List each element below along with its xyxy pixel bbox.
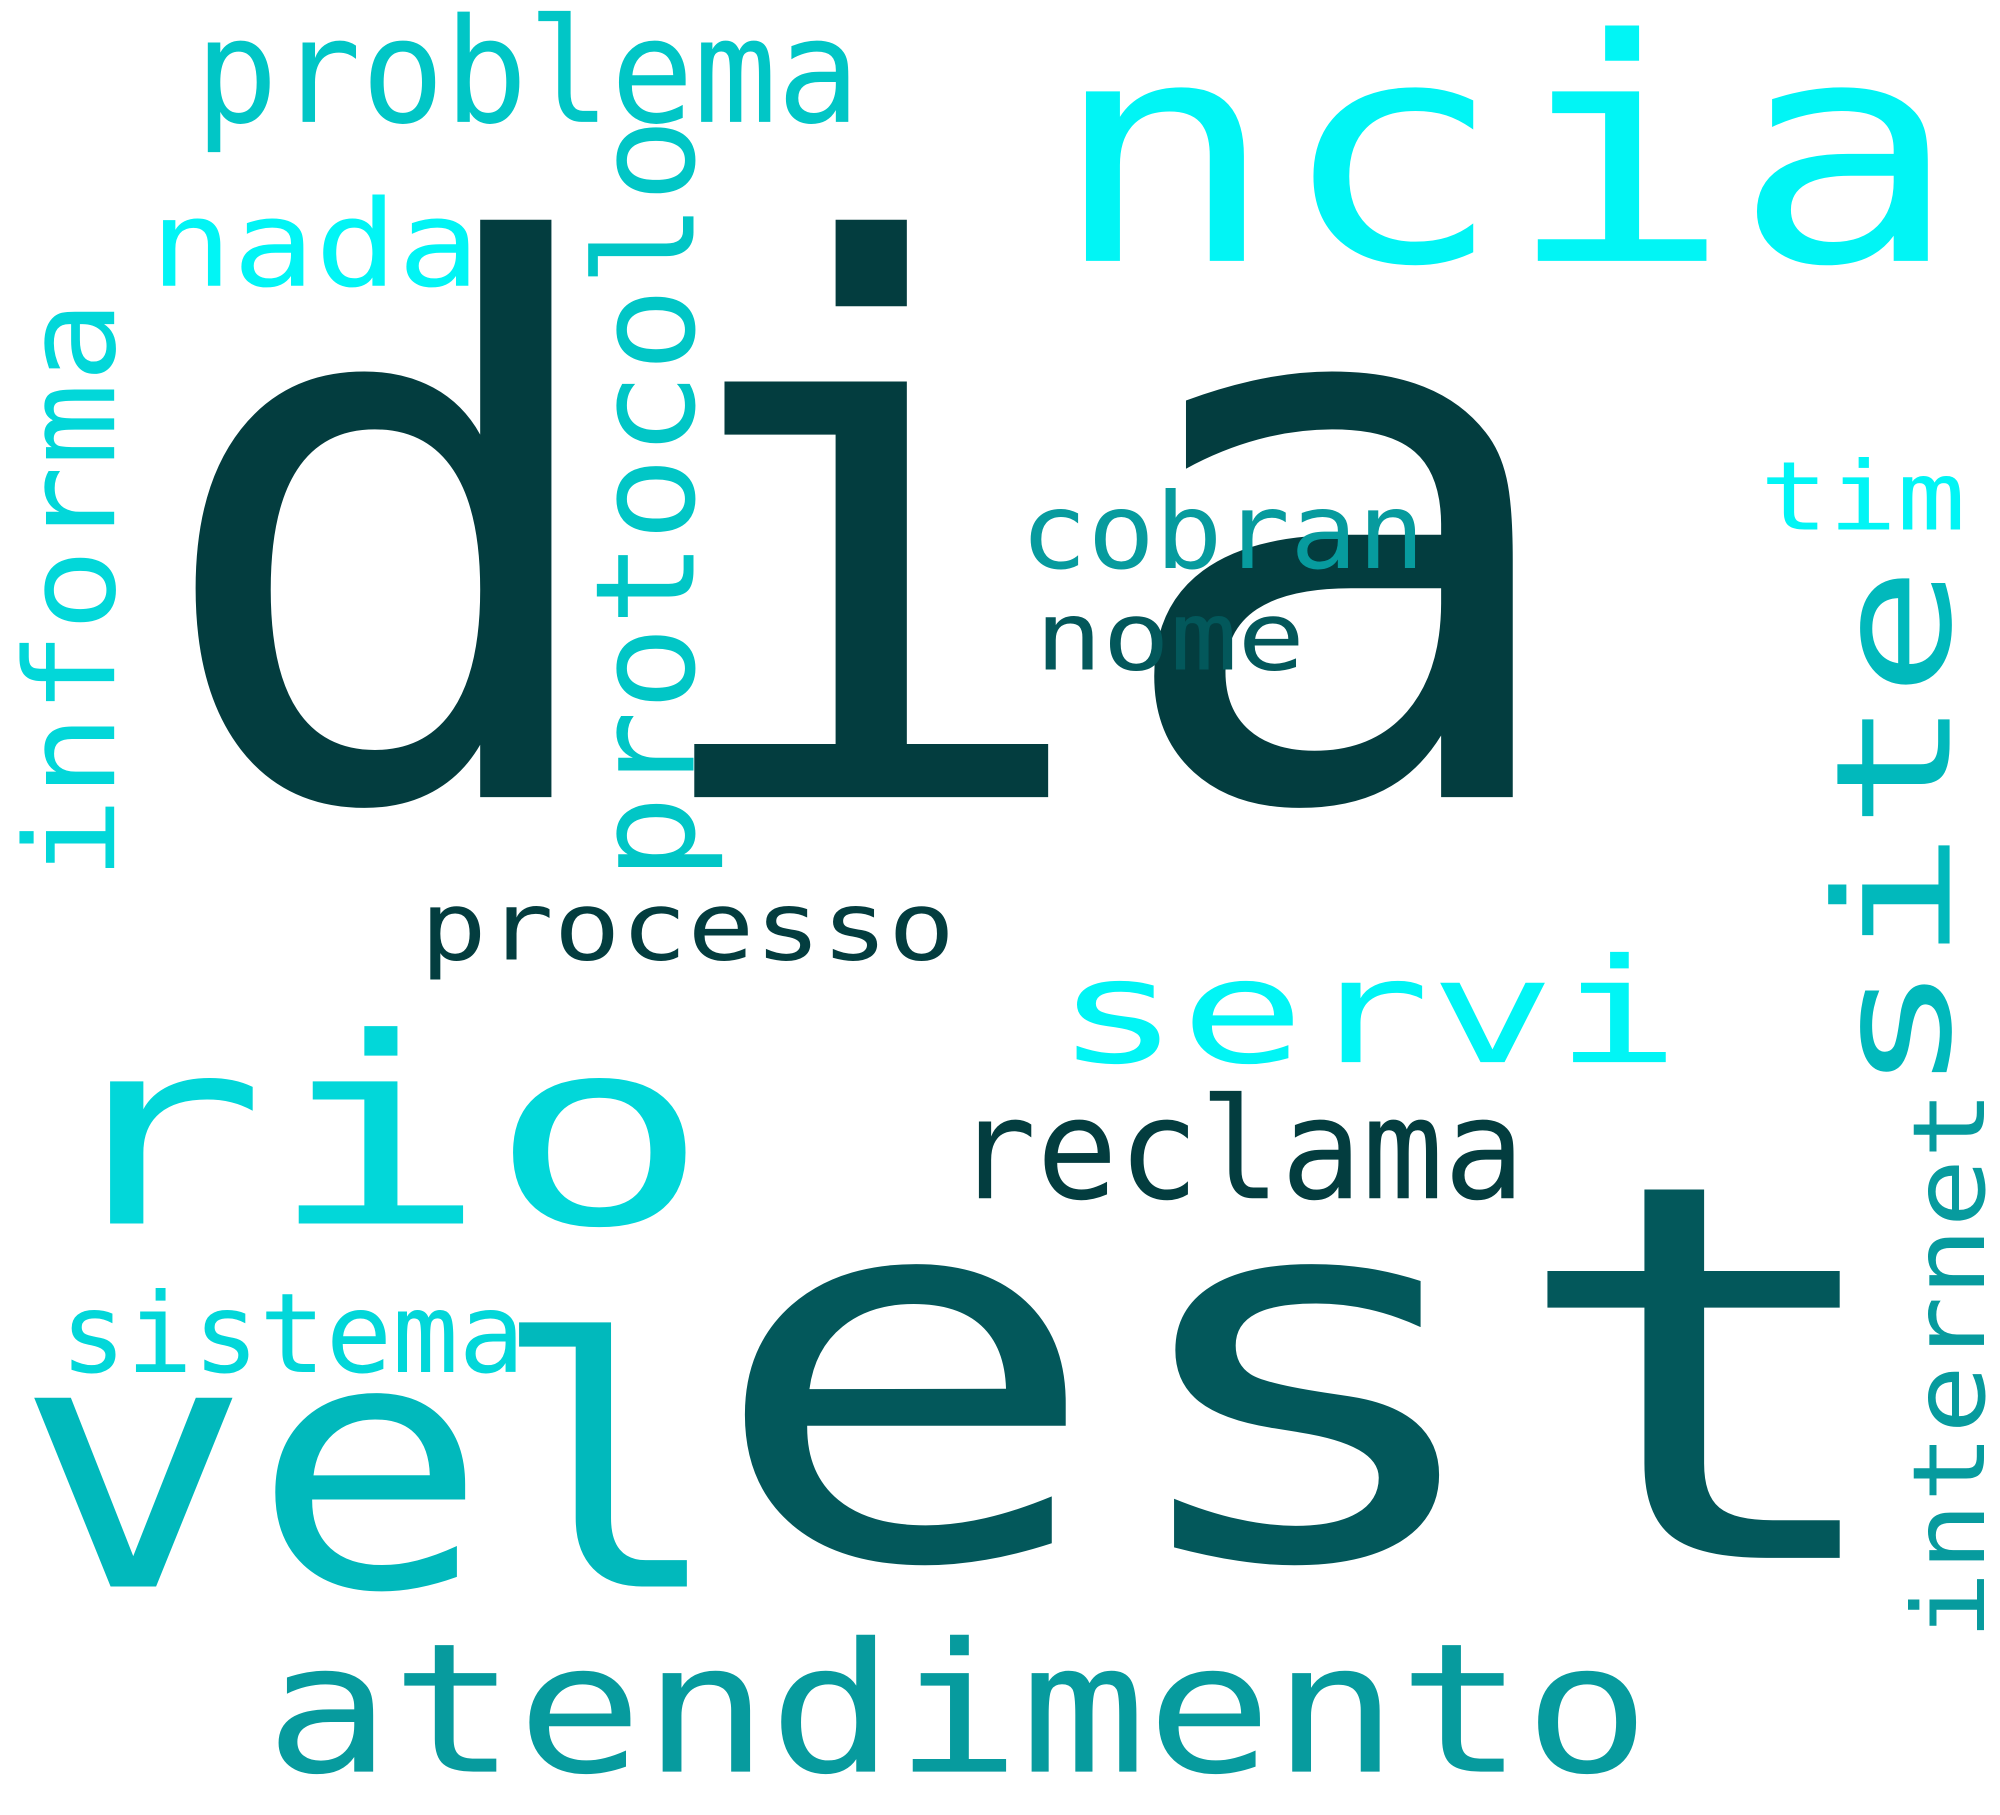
word-servi: servi <box>1055 928 1681 1097</box>
word-atendimento: atendimento <box>265 1605 1651 1815</box>
word-dia: dia <box>148 91 1581 977</box>
word-internet: internet <box>1891 1090 2000 1640</box>
word-nada: nada <box>150 175 480 315</box>
word-processo: processo <box>420 872 955 983</box>
word-protocolo: protocolo <box>566 118 727 880</box>
word-sistema: sistema <box>60 1271 525 1399</box>
word-tim: tim <box>1760 442 1966 553</box>
word-informa: informa <box>0 299 145 880</box>
word-est: est <box>705 1071 1905 1683</box>
word-reclama: reclama <box>955 1067 1525 1232</box>
word-site: site <box>1801 565 1988 1095</box>
word-rio: rio <box>45 982 711 1286</box>
word-nome: nome <box>1035 582 1305 693</box>
word-cobran: cobran <box>1020 471 1425 594</box>
word-ncia: ncia <box>1050 0 1960 335</box>
word-problema: problema <box>195 0 861 157</box>
word-vel: vel <box>15 1266 726 1669</box>
